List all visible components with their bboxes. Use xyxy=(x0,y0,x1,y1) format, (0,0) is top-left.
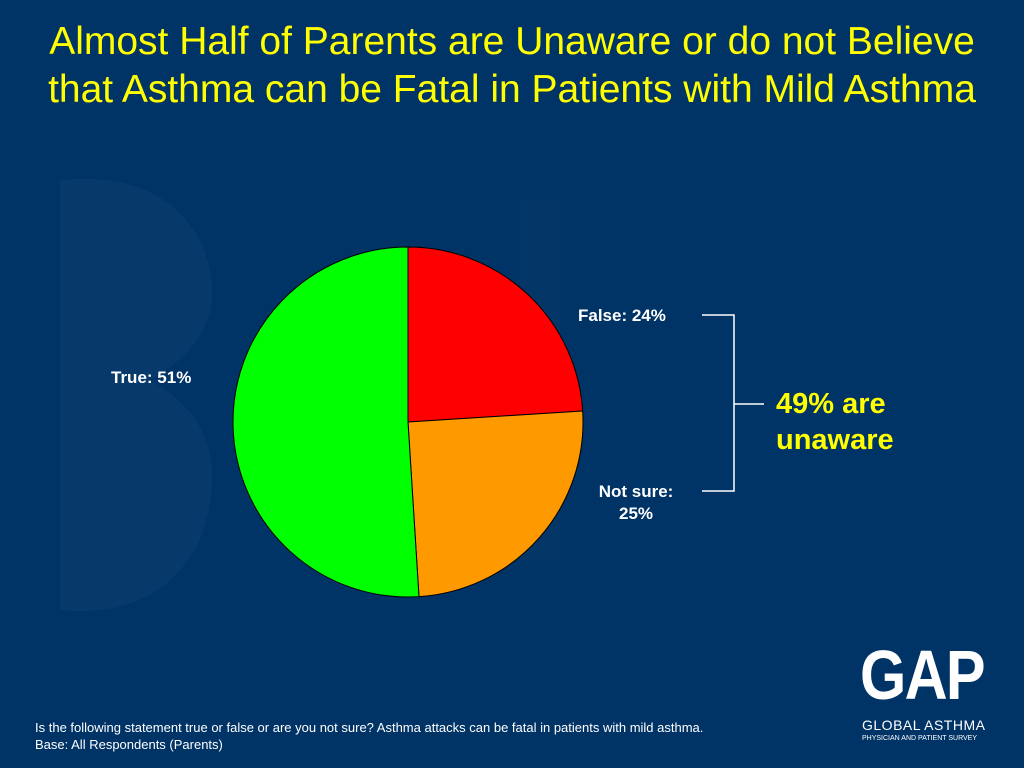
slice-label-false: False: 24% xyxy=(578,306,666,325)
pie-slice-not-sure xyxy=(407,410,584,598)
footnote: Is the following statement true or false… xyxy=(35,719,703,753)
slice-label-true: True: 51% xyxy=(111,368,192,387)
annotation-bracket xyxy=(702,314,764,492)
pie-slice-true xyxy=(232,246,420,598)
gap-logo-line2: PHYSICIAN AND PATIENT SURVEY xyxy=(862,735,978,742)
slice-label-not-sure: Not sure: 25% xyxy=(580,481,692,525)
slice-label-not-sure-line1: Not sure: xyxy=(598,482,674,501)
slice-label-not-sure-line2: 25% xyxy=(618,504,654,523)
gap-logo-line1: GLOBAL ASTHMA xyxy=(862,717,986,733)
footnote-base: Base: All Respondents (Parents) xyxy=(35,737,223,752)
footnote-question: Is the following statement true or false… xyxy=(35,720,704,735)
page-title: Almost Half of Parents are Unaware or do… xyxy=(48,20,976,111)
unaware-annotation: 49% are unaware xyxy=(776,386,894,458)
unaware-annotation-line1: 49% are xyxy=(776,388,886,420)
gap-logo-mark: GAP xyxy=(860,636,986,714)
gap-logo: GAP GLOBAL ASTHMA PHYSICIAN AND PATIENT … xyxy=(860,638,995,748)
pie-slice-false xyxy=(407,246,584,423)
unaware-annotation-line2: unaware xyxy=(776,424,894,456)
